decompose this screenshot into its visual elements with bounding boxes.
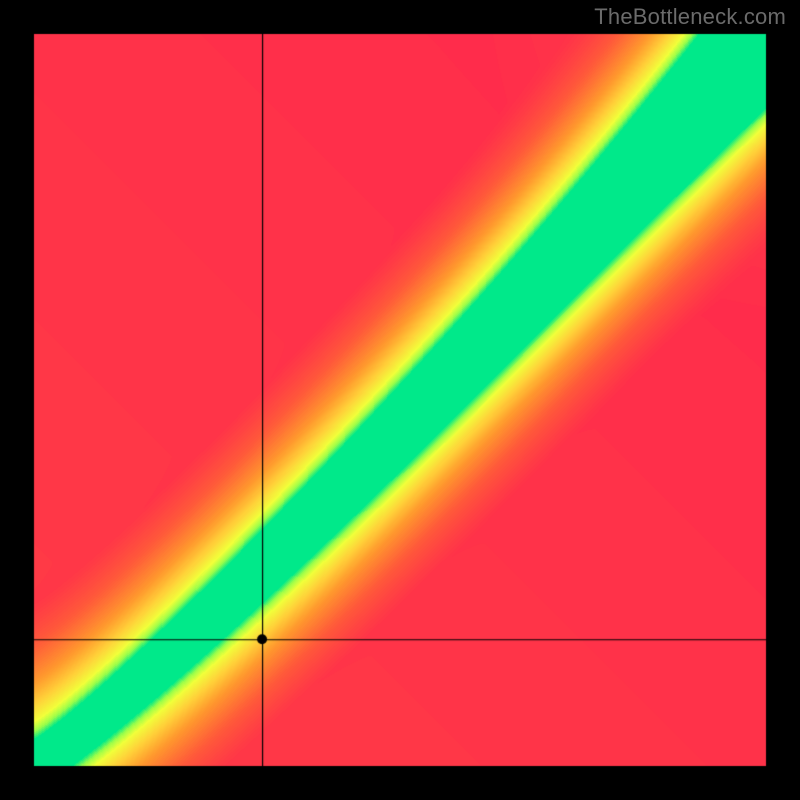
watermark-text: TheBottleneck.com bbox=[594, 4, 786, 30]
bottleneck-heatmap-container: TheBottleneck.com bbox=[0, 0, 800, 800]
bottleneck-heatmap-canvas bbox=[0, 0, 800, 800]
